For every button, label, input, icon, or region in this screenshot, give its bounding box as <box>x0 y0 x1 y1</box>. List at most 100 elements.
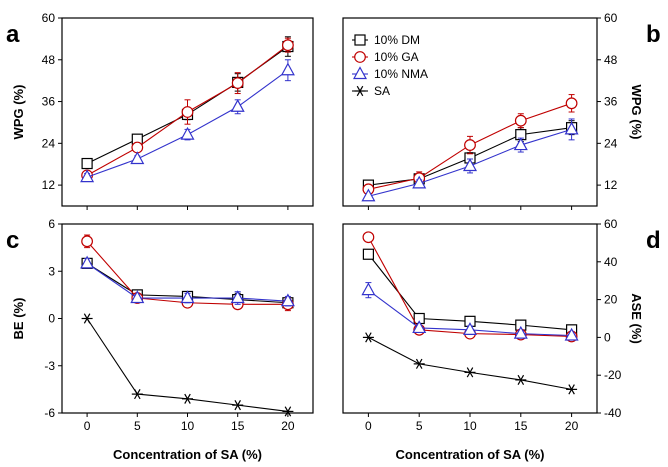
asterisk-stroke <box>365 332 372 343</box>
data-point <box>565 97 578 110</box>
y-tick-label: 24 <box>42 136 56 150</box>
data-point <box>514 114 527 127</box>
legend-marker <box>354 51 366 63</box>
data-point <box>413 358 425 369</box>
panel-letter: a <box>6 21 20 48</box>
data-point <box>81 157 93 170</box>
legend-marker <box>352 66 368 80</box>
series-line <box>86 318 288 412</box>
data-point <box>515 374 527 385</box>
series-10-ga <box>81 37 294 182</box>
asterisk-stroke <box>415 358 423 369</box>
legend-label: 10% GA <box>374 50 419 64</box>
x-tick-label: 15 <box>231 419 245 433</box>
panel-letter: b <box>646 21 661 48</box>
legend-label: 10% DM <box>374 33 420 47</box>
data-point <box>464 139 476 151</box>
data-point <box>462 158 478 172</box>
series-10-nma <box>80 59 295 183</box>
legend-label: SA <box>374 84 390 98</box>
asterisk-stroke <box>234 400 241 411</box>
y-tick-label: 12 <box>42 178 56 192</box>
asterisk-stroke <box>134 389 141 400</box>
data-point <box>80 169 95 183</box>
data-point <box>564 327 579 341</box>
series-sa <box>362 332 578 395</box>
y-tick-label: 40 <box>604 255 618 269</box>
x-tick-label: 5 <box>416 419 423 433</box>
panel-c: -6 -3 0 3 6 0 5 10 15 20 BE (%) Concentration of SA… <box>6 217 314 462</box>
data-point <box>230 290 245 304</box>
y-tick-label: 60 <box>604 11 618 25</box>
legend-entry: 10% NMA <box>352 66 428 81</box>
x-tick-label: 20 <box>281 419 295 433</box>
panel-letter: c <box>6 227 19 254</box>
data-point <box>282 39 294 52</box>
y-axis-title: WPG (%) <box>629 85 644 140</box>
data-point <box>513 137 528 151</box>
y-tick-label: -40 <box>604 406 622 420</box>
panel-letter: d <box>646 227 661 254</box>
data-point <box>412 175 427 189</box>
series-10-nma <box>361 118 579 202</box>
data-point <box>464 367 476 378</box>
y-tick-label: 48 <box>604 53 618 67</box>
y-tick-label: 12 <box>604 178 618 192</box>
x-tick-label: 20 <box>565 419 579 433</box>
plot-frame <box>61 223 314 414</box>
asterisk-stroke <box>356 85 364 97</box>
x-tick-label: 0 <box>84 419 91 433</box>
x-axis-title: Concentration of SA (%) <box>113 447 262 462</box>
x-axis-title: Concentration of SA (%) <box>395 447 544 462</box>
data-point <box>180 290 195 304</box>
y-axis-title: ASE (%) <box>629 293 644 344</box>
y-tick-label: 60 <box>604 217 618 231</box>
y-tick-label: 60 <box>42 11 56 25</box>
y-tick-label: 3 <box>48 264 55 278</box>
data-point <box>280 62 295 76</box>
y-tick-label: 0 <box>604 330 611 344</box>
legend-label: 10% NMA <box>374 67 428 81</box>
asterisk-stroke <box>184 393 191 404</box>
series-line <box>368 336 572 390</box>
x-tick-label: 15 <box>514 419 528 433</box>
y-axis-title: WPG (%) <box>11 85 26 140</box>
legend-entry: 10% GA <box>352 50 419 64</box>
y-tick-label: 36 <box>42 95 56 109</box>
y-tick-label: 20 <box>604 293 618 307</box>
asterisk-stroke <box>517 374 525 385</box>
series-sa <box>81 313 294 417</box>
data-point <box>81 235 93 248</box>
series-10-nma <box>80 255 295 307</box>
data-point <box>412 320 427 334</box>
legend: 10% DM 10% GA 10% NMA SA <box>352 33 428 98</box>
legend-marker <box>354 34 366 46</box>
data-point <box>232 400 244 411</box>
data-point <box>462 322 478 335</box>
legend-entry: 10% DM <box>352 33 420 47</box>
data-point <box>130 290 145 304</box>
data-point <box>362 231 375 244</box>
legend-marker <box>354 85 366 97</box>
asterisk-stroke <box>284 406 292 417</box>
y-tick-label: -6 <box>44 406 55 420</box>
data-point <box>81 313 93 324</box>
y-tick-label: 48 <box>42 53 56 67</box>
y-tick-label: 6 <box>48 217 55 231</box>
y-tick-label: 36 <box>604 95 618 109</box>
x-tick-label: 10 <box>181 419 195 433</box>
y-tick-label: -3 <box>44 359 55 373</box>
panel-b: 12 24 36 48 60 WPG (%) b <box>342 11 661 210</box>
data-point <box>131 389 143 400</box>
data-point <box>181 106 194 118</box>
data-point <box>230 99 245 112</box>
data-point <box>362 248 374 260</box>
data-point <box>80 255 95 269</box>
data-point <box>513 325 528 339</box>
data-point <box>131 141 144 154</box>
panel-a: 12 24 36 48 60 WPG (%) a <box>6 11 314 210</box>
x-tick-label: 5 <box>134 419 141 433</box>
data-point <box>362 332 374 343</box>
data-point <box>564 121 579 135</box>
